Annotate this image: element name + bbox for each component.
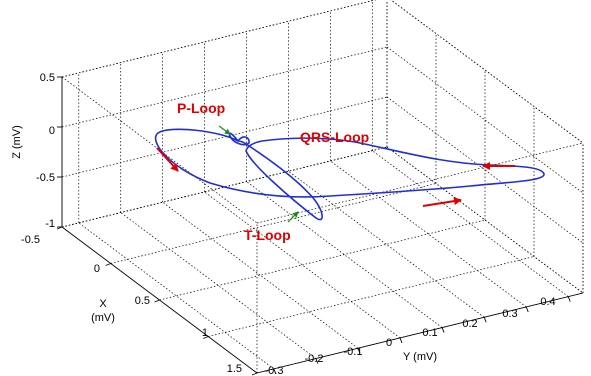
grid-line	[208, 256, 535, 337]
grid-line	[120, 212, 317, 359]
grid-line	[61, 0, 377, 78]
grid-line	[390, 0, 584, 144]
grid-line	[246, 181, 443, 328]
z-tick-labels: -1 -0.5 0 0.5	[36, 72, 55, 230]
grid-line	[159, 219, 486, 301]
grid-line	[61, 76, 258, 224]
y-axis-label: Y (mV)	[403, 351, 437, 363]
qrs-loop-label: QRS-Loop	[300, 129, 369, 145]
y-tick-mark	[483, 317, 487, 323]
y-tick-label: 0.2	[462, 318, 477, 330]
y-tick-label: 0	[386, 337, 392, 349]
t-loop-label: T-Loop	[244, 227, 291, 243]
x-tick-mark	[105, 263, 111, 266]
grid-line	[204, 191, 401, 339]
x-tick-label: 0	[94, 263, 100, 275]
y-tick-label: -0.3	[265, 365, 284, 376]
y-tick-label: -0.2	[305, 353, 324, 365]
x-tick-label: -0.5	[21, 234, 40, 246]
grid-line	[78, 222, 275, 370]
t-loop-pointer	[287, 211, 299, 223]
y-tick-labels: -0.3 -0.2 -0.1 0 0.1 0.2 0.3 0.4	[265, 296, 556, 376]
x-axis-label: X	[99, 298, 107, 310]
z-tick-label: 0.5	[40, 72, 55, 84]
y-tick-mark	[441, 327, 445, 333]
p-loop-pointer	[218, 125, 231, 135]
y-tick-mark	[273, 368, 277, 375]
p-loop-label: P-Loop	[177, 100, 225, 116]
y-tick-label: 0.3	[502, 308, 517, 320]
z-axis-label: Z (mV)	[11, 125, 23, 159]
box-edge	[256, 292, 584, 374]
direction-arrow	[156, 147, 179, 172]
axes-box	[61, 77, 584, 374]
y-tick-mark	[399, 337, 403, 344]
y-tick-label: -0.1	[344, 346, 363, 358]
y-tick-label: 0.4	[540, 296, 555, 308]
x-tick-mark	[251, 372, 258, 376]
z-tick-label: -1	[45, 218, 55, 230]
z-tick-label: 0	[49, 125, 55, 137]
x-axis-label-unit: (mV)	[91, 312, 115, 324]
y-tick-mark	[357, 348, 361, 354]
grid-line	[386, 96, 584, 244]
vcg-loop-line	[154, 128, 545, 221]
x-tick-label: 0.5	[135, 295, 150, 307]
y-tick-mark	[567, 296, 571, 302]
x-tick-labels: -0.5 0 0.5 1 1.5	[21, 234, 242, 375]
x-tick-label: 1.5	[227, 363, 242, 375]
z-tick-label: -0.5	[36, 172, 55, 184]
x-tick-label: 1	[202, 327, 208, 339]
grid-line	[61, 0, 377, 78]
x-tick-mark	[154, 299, 160, 303]
grid-line	[330, 160, 527, 308]
grid-lines	[61, 0, 584, 374]
grid-line	[162, 201, 359, 349]
grid-line	[288, 170, 485, 318]
direction-arrow	[422, 197, 462, 207]
y-tick-label: 0.1	[422, 327, 437, 339]
y-tick-mark	[315, 358, 319, 364]
grid-line	[386, 46, 584, 194]
x-tick-mark	[203, 336, 209, 339]
grid-line	[372, 150, 569, 297]
tick-marks	[56, 76, 571, 376]
y-tick-mark	[525, 306, 529, 313]
grid-line	[386, 146, 584, 294]
